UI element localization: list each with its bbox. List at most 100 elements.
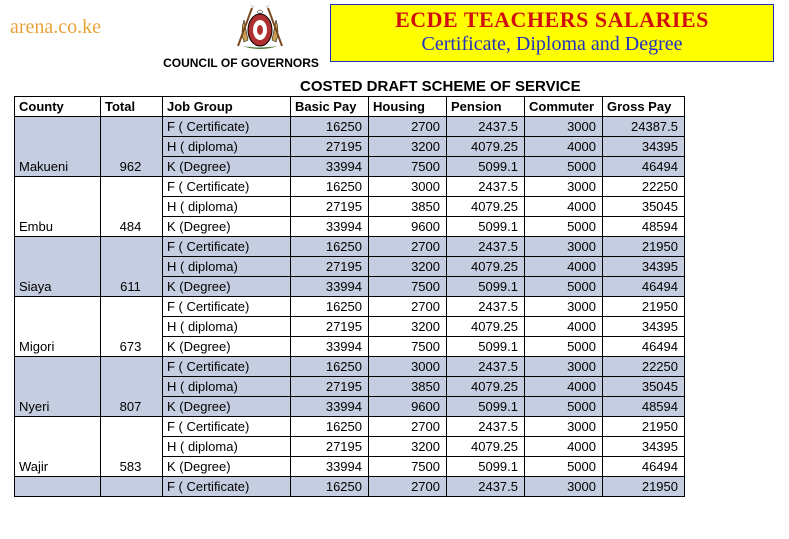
table-cell: H ( diploma) (163, 317, 291, 337)
table-cell: 27195 (291, 197, 369, 217)
table-cell: K (Degree) (163, 277, 291, 297)
table-cell: 4079.25 (447, 377, 525, 397)
table-cell (15, 477, 101, 497)
table-cell: 4000 (525, 377, 603, 397)
table-cell: Siaya (15, 237, 101, 297)
banner-title: ECDE TEACHERS SALARIES (331, 7, 773, 33)
table-cell: 4000 (525, 257, 603, 277)
table-cell: K (Degree) (163, 397, 291, 417)
table-cell: 5099.1 (447, 217, 525, 237)
table-cell: 3000 (525, 297, 603, 317)
table-cell: 4000 (525, 317, 603, 337)
banner-subtitle: Certificate, Diploma and Degree (331, 33, 773, 56)
table-cell: 2437.5 (447, 477, 525, 497)
table-cell: 2437.5 (447, 297, 525, 317)
coat-of-arms-icon (230, 2, 290, 52)
table-cell: 2437.5 (447, 177, 525, 197)
table-cell: 3000 (369, 357, 447, 377)
table-cell: 27195 (291, 377, 369, 397)
table-row: Makueni962F ( Certificate)1625027002437.… (15, 117, 685, 137)
table-cell: 7500 (369, 337, 447, 357)
table-cell: 5099.1 (447, 457, 525, 477)
table-cell: 21950 (603, 237, 685, 257)
table-cell: 3000 (525, 117, 603, 137)
table-cell: 2700 (369, 117, 447, 137)
table-cell: 46494 (603, 157, 685, 177)
table-cell: F ( Certificate) (163, 237, 291, 257)
table-cell: 4000 (525, 437, 603, 457)
salary-table: County Total Job Group Basic Pay Housing… (14, 96, 685, 497)
title-banner: ECDE TEACHERS SALARIES Certificate, Dipl… (330, 4, 774, 62)
table-cell: 5099.1 (447, 337, 525, 357)
table-cell: 16250 (291, 417, 369, 437)
table-cell: H ( diploma) (163, 437, 291, 457)
table-cell: 611 (101, 237, 163, 297)
table-cell: 35045 (603, 377, 685, 397)
table-cell: 16250 (291, 297, 369, 317)
col-header-county: County (15, 97, 101, 117)
table-cell: F ( Certificate) (163, 177, 291, 197)
table-cell: 27195 (291, 257, 369, 277)
table-cell: 5000 (525, 277, 603, 297)
col-header-pension: Pension (447, 97, 525, 117)
table-cell: 5099.1 (447, 157, 525, 177)
table-cell: 22250 (603, 357, 685, 377)
col-header-housing: Housing (369, 97, 447, 117)
table-cell: H ( diploma) (163, 257, 291, 277)
table-cell: 9600 (369, 397, 447, 417)
table-cell: 3000 (525, 237, 603, 257)
table-cell: K (Degree) (163, 337, 291, 357)
table-cell: F ( Certificate) (163, 477, 291, 497)
table-cell (101, 477, 163, 497)
table-cell: 34395 (603, 137, 685, 157)
table-cell: 16250 (291, 237, 369, 257)
table-cell: 2700 (369, 237, 447, 257)
table-cell: 5000 (525, 397, 603, 417)
table-cell: K (Degree) (163, 457, 291, 477)
table-cell: 34395 (603, 317, 685, 337)
table-cell: 2437.5 (447, 357, 525, 377)
scheme-title: COSTED DRAFT SCHEME OF SERVICE (300, 78, 581, 95)
table-cell: 3200 (369, 437, 447, 457)
table-cell: 2437.5 (447, 237, 525, 257)
table-cell: 16250 (291, 117, 369, 137)
table-cell: 5000 (525, 157, 603, 177)
table-cell: 21950 (603, 477, 685, 497)
table-cell: 48594 (603, 397, 685, 417)
table-cell: 962 (101, 117, 163, 177)
table-cell: 33994 (291, 157, 369, 177)
table-cell: 21950 (603, 417, 685, 437)
table-cell: 3200 (369, 137, 447, 157)
table-cell: 46494 (603, 277, 685, 297)
table-row: Wajir583F ( Certificate)1625027002437.53… (15, 417, 685, 437)
table-cell: 3000 (525, 357, 603, 377)
table-cell: 4079.25 (447, 437, 525, 457)
table-cell: 7500 (369, 457, 447, 477)
table-cell: 3200 (369, 257, 447, 277)
watermark-text: arena.co.ke (10, 16, 101, 39)
col-header-basic: Basic Pay (291, 97, 369, 117)
table-cell: H ( diploma) (163, 197, 291, 217)
table-row: F ( Certificate)1625027002437.5300021950 (15, 477, 685, 497)
table-cell: Migori (15, 297, 101, 357)
table-cell: 3850 (369, 197, 447, 217)
table-cell: 33994 (291, 457, 369, 477)
col-header-commuter: Commuter (525, 97, 603, 117)
table-cell: 583 (101, 417, 163, 477)
table-cell: 34395 (603, 257, 685, 277)
table-cell: 2700 (369, 417, 447, 437)
table-cell: 4079.25 (447, 317, 525, 337)
table-cell: Nyeri (15, 357, 101, 417)
table-cell: Wajir (15, 417, 101, 477)
table-cell: 3000 (525, 177, 603, 197)
table-cell: 16250 (291, 477, 369, 497)
table-cell: 3000 (525, 417, 603, 437)
table-cell: F ( Certificate) (163, 297, 291, 317)
table-cell: 3000 (369, 177, 447, 197)
col-header-jobgroup: Job Group (163, 97, 291, 117)
header-block: COUNCIL OF GOVERNORS (200, 2, 320, 70)
table-cell: 4000 (525, 197, 603, 217)
table-cell: 3850 (369, 377, 447, 397)
table-cell: 7500 (369, 277, 447, 297)
table-cell: 33994 (291, 397, 369, 417)
